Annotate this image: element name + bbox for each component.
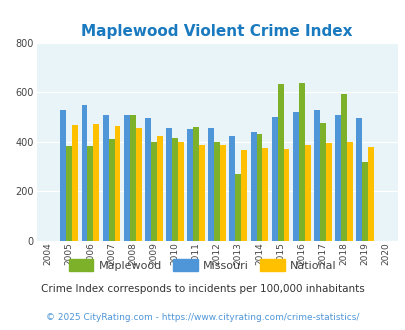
Bar	[262, 148, 268, 241]
Bar	[114, 125, 120, 241]
Bar	[256, 135, 262, 241]
Bar	[124, 115, 130, 241]
Bar	[313, 110, 319, 241]
Text: © 2025 CityRating.com - https://www.cityrating.com/crime-statistics/: © 2025 CityRating.com - https://www.city…	[46, 313, 359, 322]
Bar	[283, 148, 289, 241]
Legend: Maplewood, Missouri, National: Maplewood, Missouri, National	[64, 255, 341, 275]
Bar	[214, 143, 220, 241]
Bar	[151, 143, 156, 241]
Bar	[304, 145, 310, 241]
Bar	[235, 174, 241, 241]
Title: Maplewood Violent Crime Index: Maplewood Violent Crime Index	[81, 24, 352, 39]
Bar	[220, 145, 226, 241]
Bar	[367, 147, 373, 241]
Bar	[361, 162, 367, 241]
Bar	[325, 143, 331, 241]
Bar	[334, 115, 340, 241]
Bar	[277, 84, 283, 241]
Bar	[250, 132, 256, 241]
Bar	[177, 142, 183, 241]
Bar	[135, 128, 141, 241]
Bar	[319, 123, 325, 241]
Bar	[166, 128, 172, 241]
Bar	[102, 115, 108, 241]
Bar	[229, 137, 235, 241]
Bar	[81, 105, 87, 241]
Bar	[292, 112, 298, 241]
Bar	[346, 142, 352, 241]
Bar	[193, 127, 198, 241]
Bar	[198, 145, 205, 241]
Bar	[130, 115, 135, 241]
Bar	[93, 124, 99, 241]
Bar	[60, 111, 66, 241]
Bar	[271, 117, 277, 241]
Bar	[241, 150, 247, 241]
Bar	[72, 125, 78, 241]
Bar	[87, 146, 93, 241]
Bar	[108, 139, 114, 241]
Bar	[208, 128, 214, 241]
Text: Crime Index corresponds to incidents per 100,000 inhabitants: Crime Index corresponds to incidents per…	[41, 284, 364, 294]
Bar	[298, 83, 304, 241]
Bar	[172, 138, 177, 241]
Bar	[187, 129, 193, 241]
Bar	[66, 146, 72, 241]
Bar	[145, 117, 151, 241]
Bar	[355, 117, 361, 241]
Bar	[156, 136, 162, 241]
Bar	[340, 94, 346, 241]
